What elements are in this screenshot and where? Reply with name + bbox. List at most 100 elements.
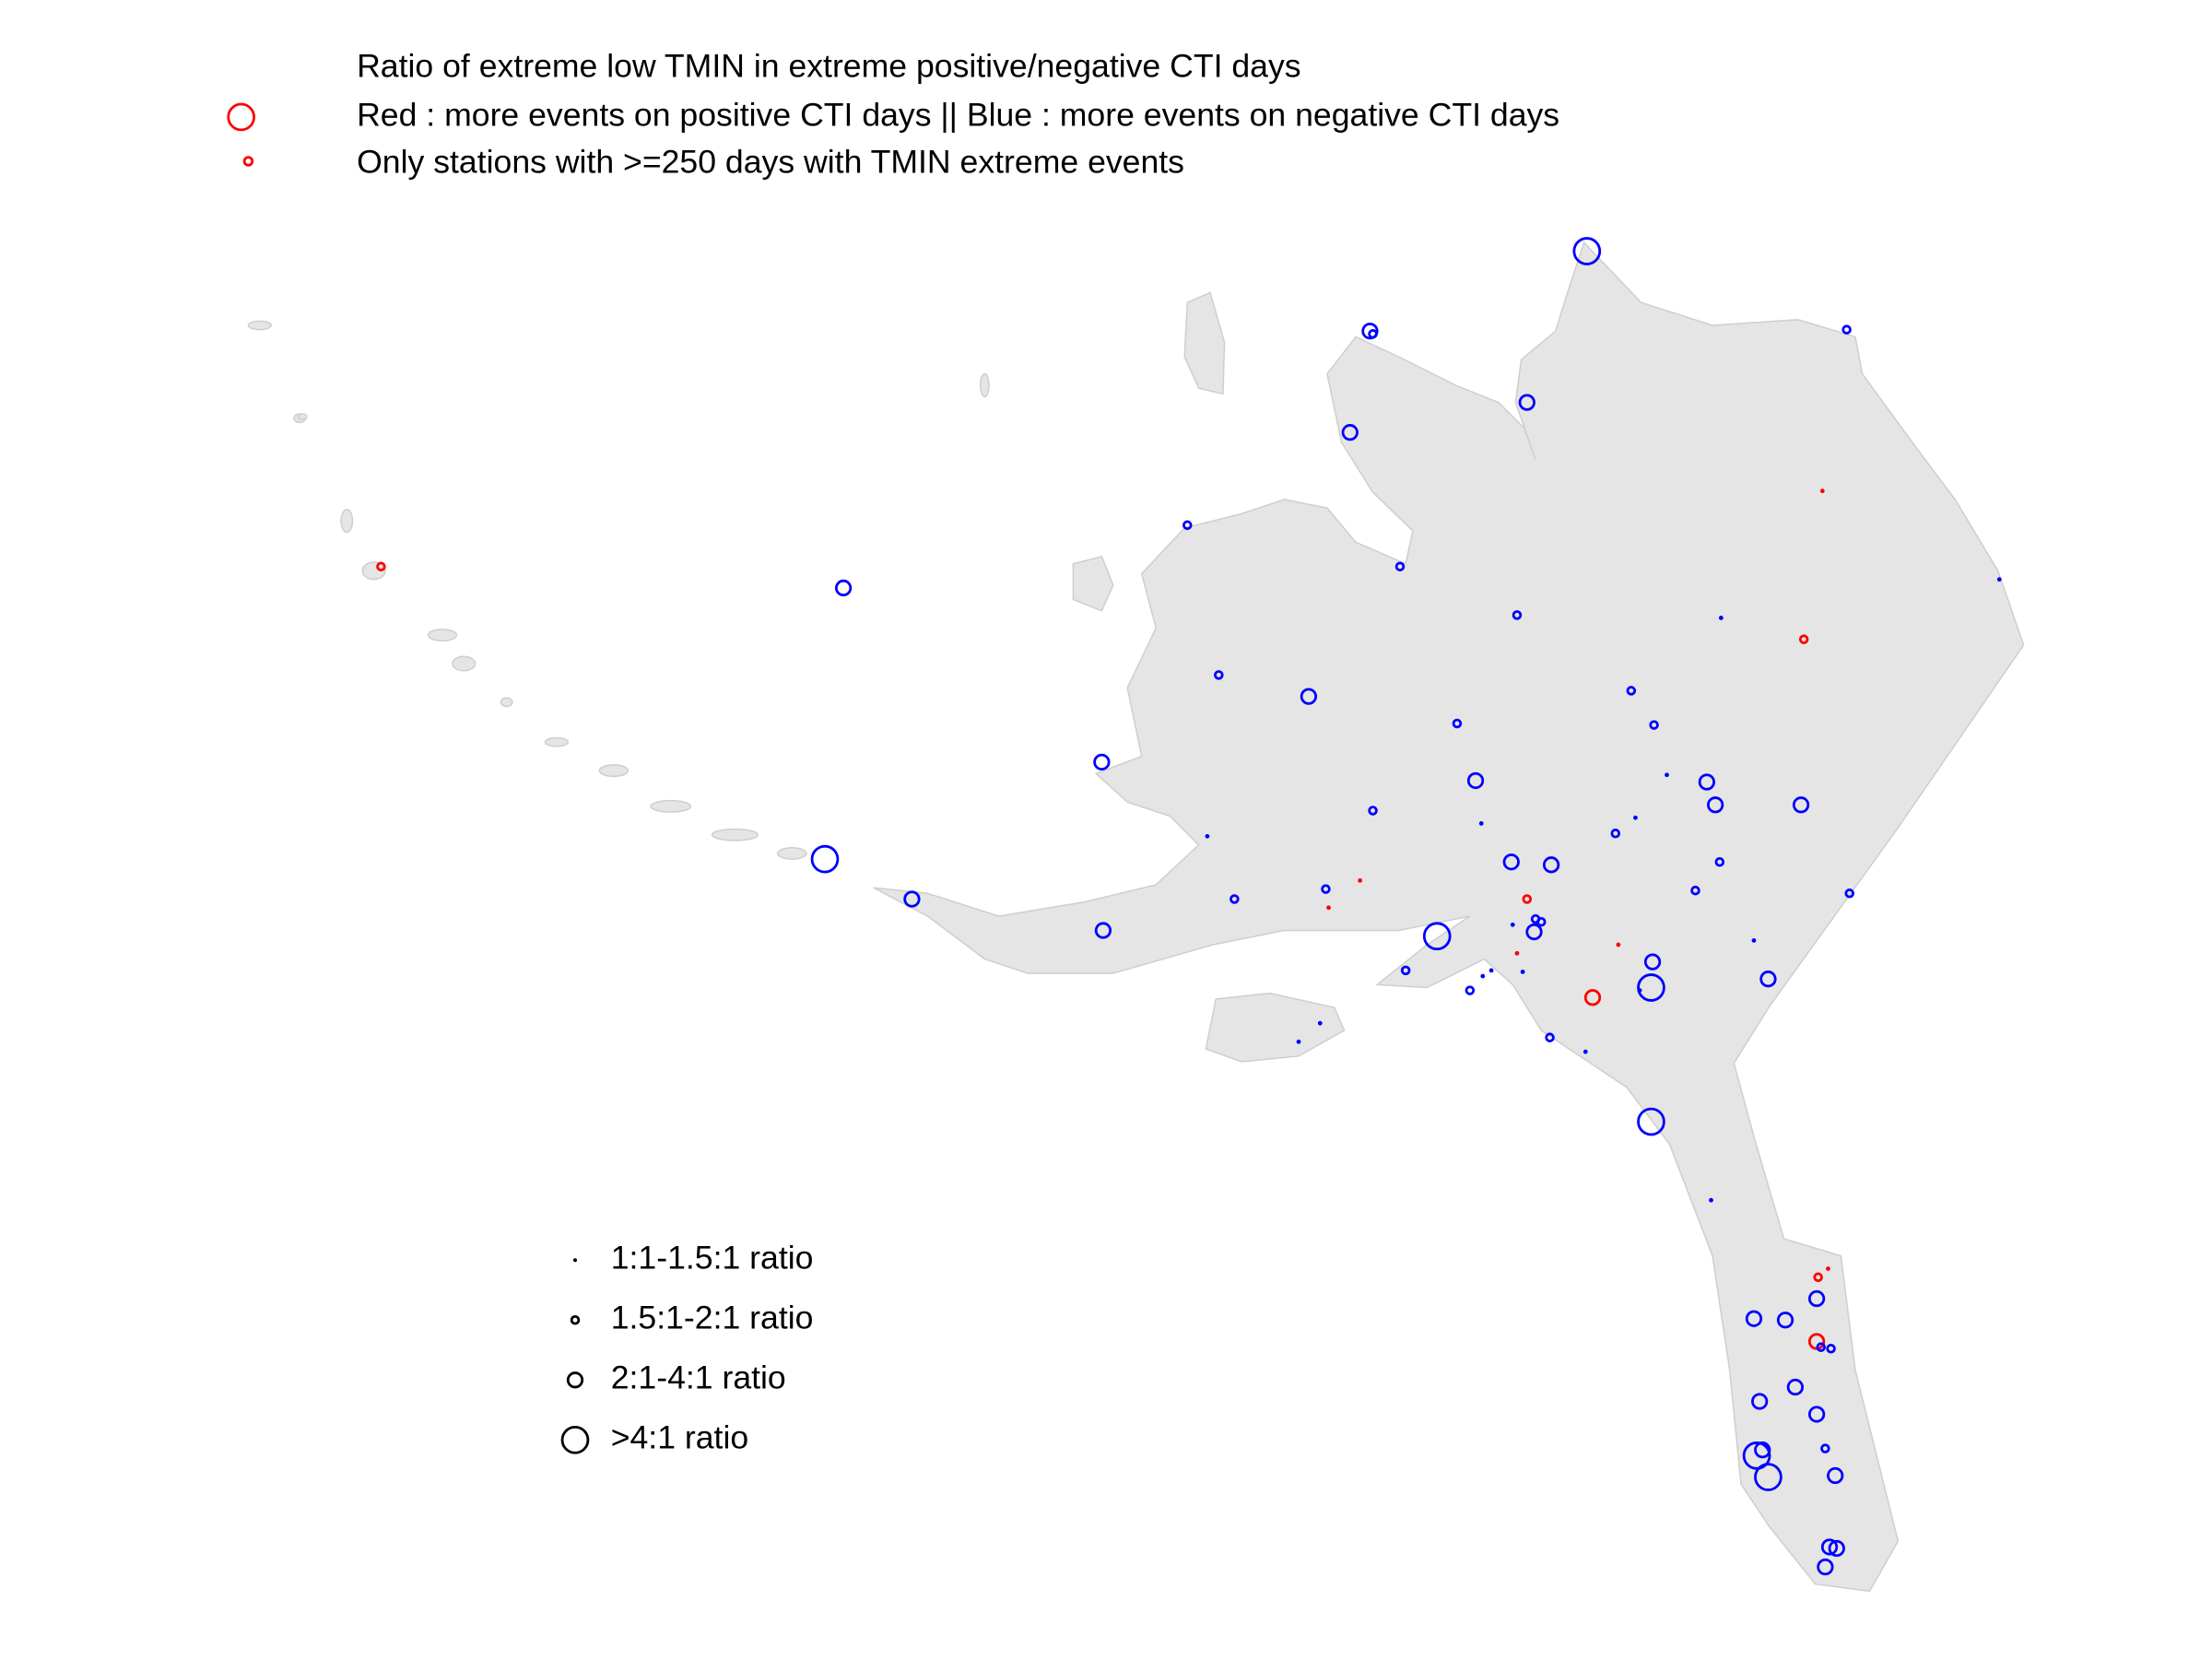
station-marker — [1798, 634, 1809, 644]
station-marker — [1820, 1538, 1839, 1556]
station-marker — [1792, 796, 1810, 814]
station-marker — [1488, 968, 1494, 973]
legend-label: >4:1 ratio — [611, 1419, 748, 1456]
legend-symbol — [570, 1314, 581, 1325]
station-marker — [1465, 985, 1476, 995]
station-marker — [1094, 922, 1112, 939]
station-marker — [1321, 884, 1331, 894]
station-marker — [1583, 1049, 1588, 1054]
station-marker — [1751, 937, 1757, 943]
legend-label: 2:1-4:1 ratio — [611, 1359, 786, 1396]
station-marker — [1296, 1039, 1301, 1044]
title-marker-large — [227, 102, 256, 132]
station-marker — [1841, 324, 1852, 335]
station-marker — [1816, 1342, 1827, 1352]
title-line: Ratio of extreme low TMIN in extreme pos… — [357, 48, 1301, 85]
station-marker — [1754, 1463, 1783, 1491]
legend-symbol — [566, 1371, 584, 1389]
station-marker — [1844, 888, 1854, 899]
station-marker — [1996, 577, 2002, 582]
station-marker — [810, 844, 840, 874]
station-marker — [1610, 828, 1621, 839]
station-marker — [1826, 1266, 1830, 1271]
station-marker — [1510, 922, 1515, 927]
station-marker — [1714, 856, 1725, 867]
station-marker — [1665, 772, 1669, 778]
station-marker — [1826, 1343, 1836, 1354]
station-marker — [1182, 520, 1193, 531]
station-marker — [1542, 856, 1560, 874]
station-marker — [1326, 905, 1331, 911]
station-marker — [1817, 1558, 1834, 1576]
station-marker — [1828, 1539, 1845, 1558]
station-marker — [1358, 877, 1363, 883]
island — [1205, 992, 1346, 1063]
legend-label: 1.5:1-2:1 ratio — [611, 1300, 814, 1336]
station-marker — [376, 561, 386, 571]
legend-symbol — [572, 1258, 578, 1263]
station-marker — [1690, 885, 1700, 896]
station-marker — [1466, 771, 1485, 790]
land — [247, 241, 2025, 1593]
station-marker — [1394, 561, 1406, 571]
title-marker-small — [242, 156, 254, 167]
station-marker — [1512, 610, 1523, 620]
station-marker — [1742, 1441, 1771, 1470]
stations — [376, 237, 2002, 1576]
station-marker — [1637, 988, 1642, 993]
station-marker — [1709, 1197, 1713, 1203]
station-marker — [1626, 686, 1637, 696]
station-marker — [1807, 1406, 1826, 1423]
station-marker — [1480, 973, 1486, 979]
station-marker — [1745, 1310, 1763, 1327]
station-marker — [1452, 718, 1463, 729]
station-marker — [1707, 796, 1724, 814]
station-marker — [1807, 1289, 1826, 1308]
station-marker — [1514, 950, 1520, 956]
station-marker — [1786, 1378, 1805, 1396]
station-marker — [1535, 916, 1547, 927]
station-marker — [1368, 329, 1378, 339]
station-marker — [1341, 424, 1359, 441]
station-marker — [1214, 670, 1224, 680]
station-marker — [1637, 1107, 1665, 1136]
station-marker — [1583, 989, 1602, 1006]
island — [1072, 555, 1114, 612]
title-line: Only stations with >=250 days with TMIN … — [357, 143, 1184, 180]
station-marker — [1300, 688, 1318, 705]
station-marker — [1368, 806, 1378, 816]
station-marker — [1751, 1393, 1769, 1410]
station-marker — [1422, 922, 1452, 951]
station-marker — [1525, 923, 1543, 941]
station-marker — [1698, 773, 1716, 791]
station-marker — [1545, 1032, 1555, 1042]
mainland — [873, 241, 2025, 1593]
title-block: Ratio of extreme low TMIN in extreme pos… — [227, 48, 1559, 180]
station-marker — [1520, 970, 1525, 974]
title-line: Red : more events on positive CTI days |… — [357, 96, 1559, 133]
station-marker — [1820, 1443, 1830, 1453]
island — [1183, 291, 1226, 395]
station-marker — [1400, 965, 1411, 976]
aleutian-islands — [247, 320, 990, 860]
station-marker — [1205, 833, 1210, 839]
station-marker — [1637, 973, 1665, 1002]
station-marker — [1759, 971, 1777, 988]
station-marker — [1478, 821, 1484, 826]
station-marker — [1361, 323, 1379, 340]
legend-symbol — [560, 1425, 590, 1454]
station-marker — [1502, 853, 1520, 871]
station-marker — [1813, 1272, 1823, 1283]
station-marker — [1518, 394, 1535, 411]
station-marker — [1754, 1441, 1771, 1459]
station-marker — [1819, 488, 1825, 494]
legend-label: 1:1-1.5:1 ratio — [611, 1240, 814, 1277]
station-marker — [1776, 1312, 1794, 1329]
station-marker — [1649, 720, 1659, 730]
station-marker — [1230, 894, 1240, 904]
station-marker — [1718, 616, 1724, 620]
station-marker — [1317, 1020, 1323, 1026]
station-marker — [1616, 942, 1621, 947]
